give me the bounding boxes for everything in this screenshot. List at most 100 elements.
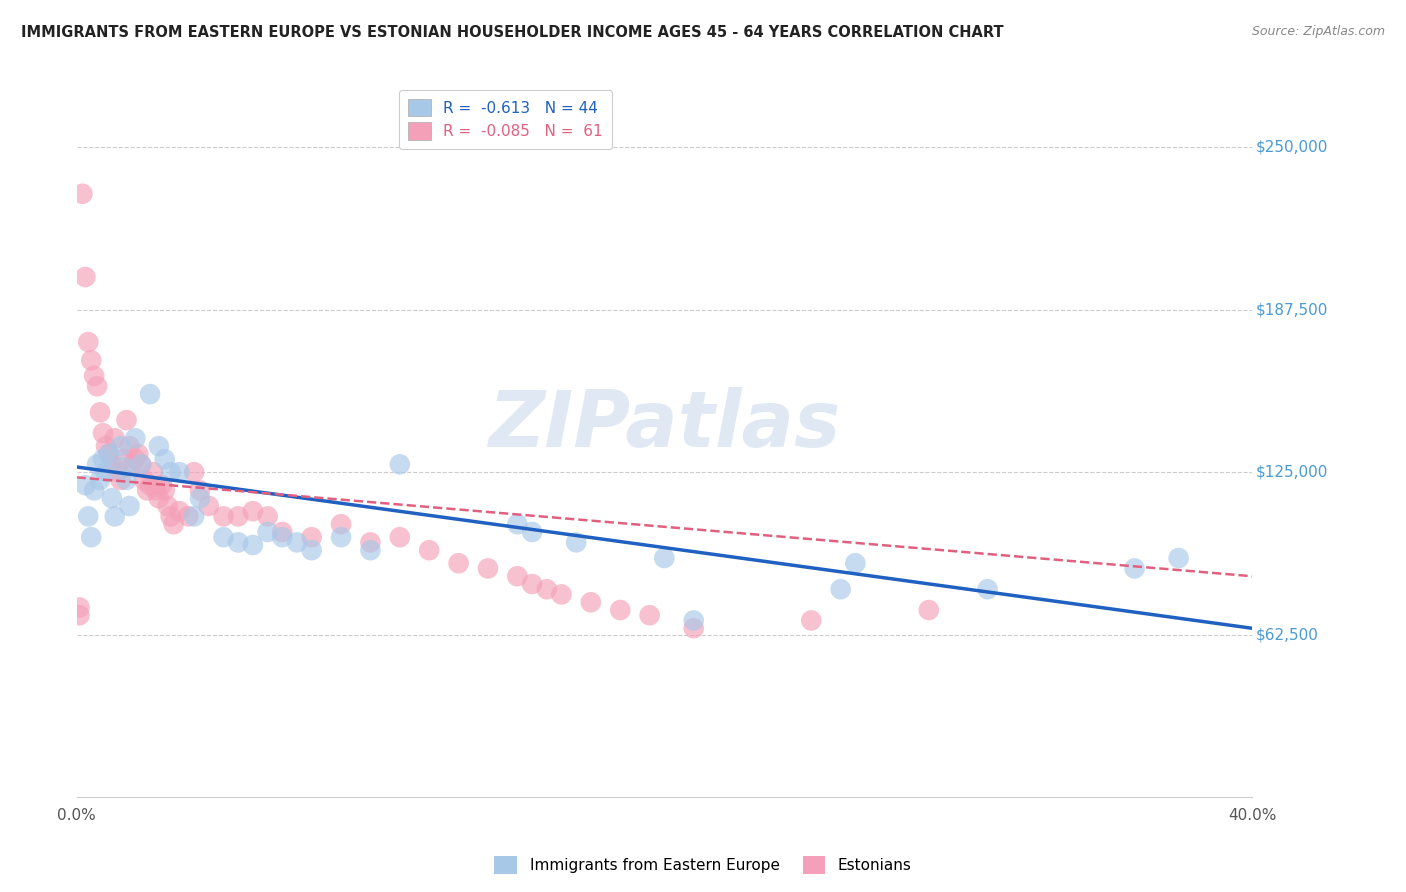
Point	[212, 509, 235, 524]
Point	[359, 543, 381, 558]
Point	[75, 270, 97, 285]
Point	[104, 431, 127, 445]
Point	[1123, 561, 1146, 575]
Point	[139, 478, 162, 492]
Text: $187,500: $187,500	[1256, 302, 1329, 317]
Point	[256, 509, 278, 524]
Point	[91, 426, 114, 441]
Point	[565, 535, 588, 549]
Text: ZIPatlas: ZIPatlas	[488, 387, 841, 463]
Point	[271, 530, 294, 544]
Point	[107, 465, 129, 479]
Point	[579, 595, 602, 609]
Point	[124, 431, 146, 445]
Point	[226, 535, 249, 549]
Point	[89, 473, 111, 487]
Point	[75, 478, 97, 492]
Point	[388, 458, 411, 472]
Point	[550, 587, 572, 601]
Point	[301, 543, 323, 558]
Point	[89, 405, 111, 419]
Point	[330, 530, 353, 544]
Point	[256, 524, 278, 539]
Point	[830, 582, 852, 597]
Legend: R =  -0.613   N = 44, R =  -0.085   N =  61: R = -0.613 N = 44, R = -0.085 N = 61	[399, 89, 612, 149]
Point	[77, 509, 100, 524]
Point	[112, 452, 135, 467]
Point	[83, 368, 105, 383]
Point	[162, 517, 184, 532]
Point	[101, 491, 124, 505]
Point	[159, 465, 181, 479]
Point	[169, 504, 191, 518]
Point	[477, 561, 499, 575]
Point	[506, 517, 529, 532]
Point	[94, 465, 117, 479]
Point	[91, 452, 114, 467]
Point	[86, 458, 108, 472]
Point	[97, 447, 120, 461]
Point	[212, 530, 235, 544]
Point	[844, 556, 866, 570]
Point	[104, 509, 127, 524]
Point	[112, 459, 135, 474]
Point	[388, 530, 411, 544]
Point	[94, 439, 117, 453]
Point	[188, 483, 211, 498]
Point	[148, 491, 170, 505]
Point	[97, 447, 120, 461]
Point	[520, 524, 543, 539]
Point	[134, 473, 156, 487]
Point	[536, 582, 558, 597]
Point	[115, 473, 138, 487]
Point	[72, 186, 94, 201]
Point	[1167, 551, 1189, 566]
Point	[80, 530, 103, 544]
Point	[127, 447, 149, 461]
Point	[145, 483, 167, 498]
Point	[226, 509, 249, 524]
Point	[198, 499, 221, 513]
Point	[609, 603, 631, 617]
Point	[142, 465, 165, 479]
Text: Source: ZipAtlas.com: Source: ZipAtlas.com	[1251, 25, 1385, 38]
Point	[330, 517, 353, 532]
Point	[110, 473, 132, 487]
Text: IMMIGRANTS FROM EASTERN EUROPE VS ESTONIAN HOUSEHOLDER INCOME AGES 45 - 64 YEARS: IMMIGRANTS FROM EASTERN EUROPE VS ESTONI…	[21, 25, 1004, 40]
Point	[153, 452, 176, 467]
Point	[150, 478, 173, 492]
Point	[418, 543, 440, 558]
Point	[121, 458, 143, 472]
Point	[129, 458, 152, 472]
Point	[110, 439, 132, 453]
Point	[918, 603, 941, 617]
Text: $250,000: $250,000	[1256, 139, 1329, 154]
Point	[638, 608, 661, 623]
Point	[271, 524, 294, 539]
Point	[177, 509, 200, 524]
Text: $125,000: $125,000	[1256, 465, 1329, 480]
Point	[83, 483, 105, 498]
Point	[188, 491, 211, 505]
Point	[148, 439, 170, 453]
Point	[800, 614, 823, 628]
Point	[183, 465, 205, 479]
Point	[139, 387, 162, 401]
Point	[169, 465, 191, 479]
Point	[69, 608, 91, 623]
Point	[124, 452, 146, 467]
Legend: Immigrants from Eastern Europe, Estonians: Immigrants from Eastern Europe, Estonian…	[488, 850, 918, 880]
Point	[652, 551, 675, 566]
Point	[118, 439, 141, 453]
Point	[682, 621, 704, 635]
Point	[159, 509, 181, 524]
Point	[506, 569, 529, 583]
Point	[86, 379, 108, 393]
Point	[156, 499, 179, 513]
Point	[118, 499, 141, 513]
Point	[129, 458, 152, 472]
Point	[136, 483, 159, 498]
Point	[976, 582, 998, 597]
Point	[520, 577, 543, 591]
Point	[101, 458, 124, 472]
